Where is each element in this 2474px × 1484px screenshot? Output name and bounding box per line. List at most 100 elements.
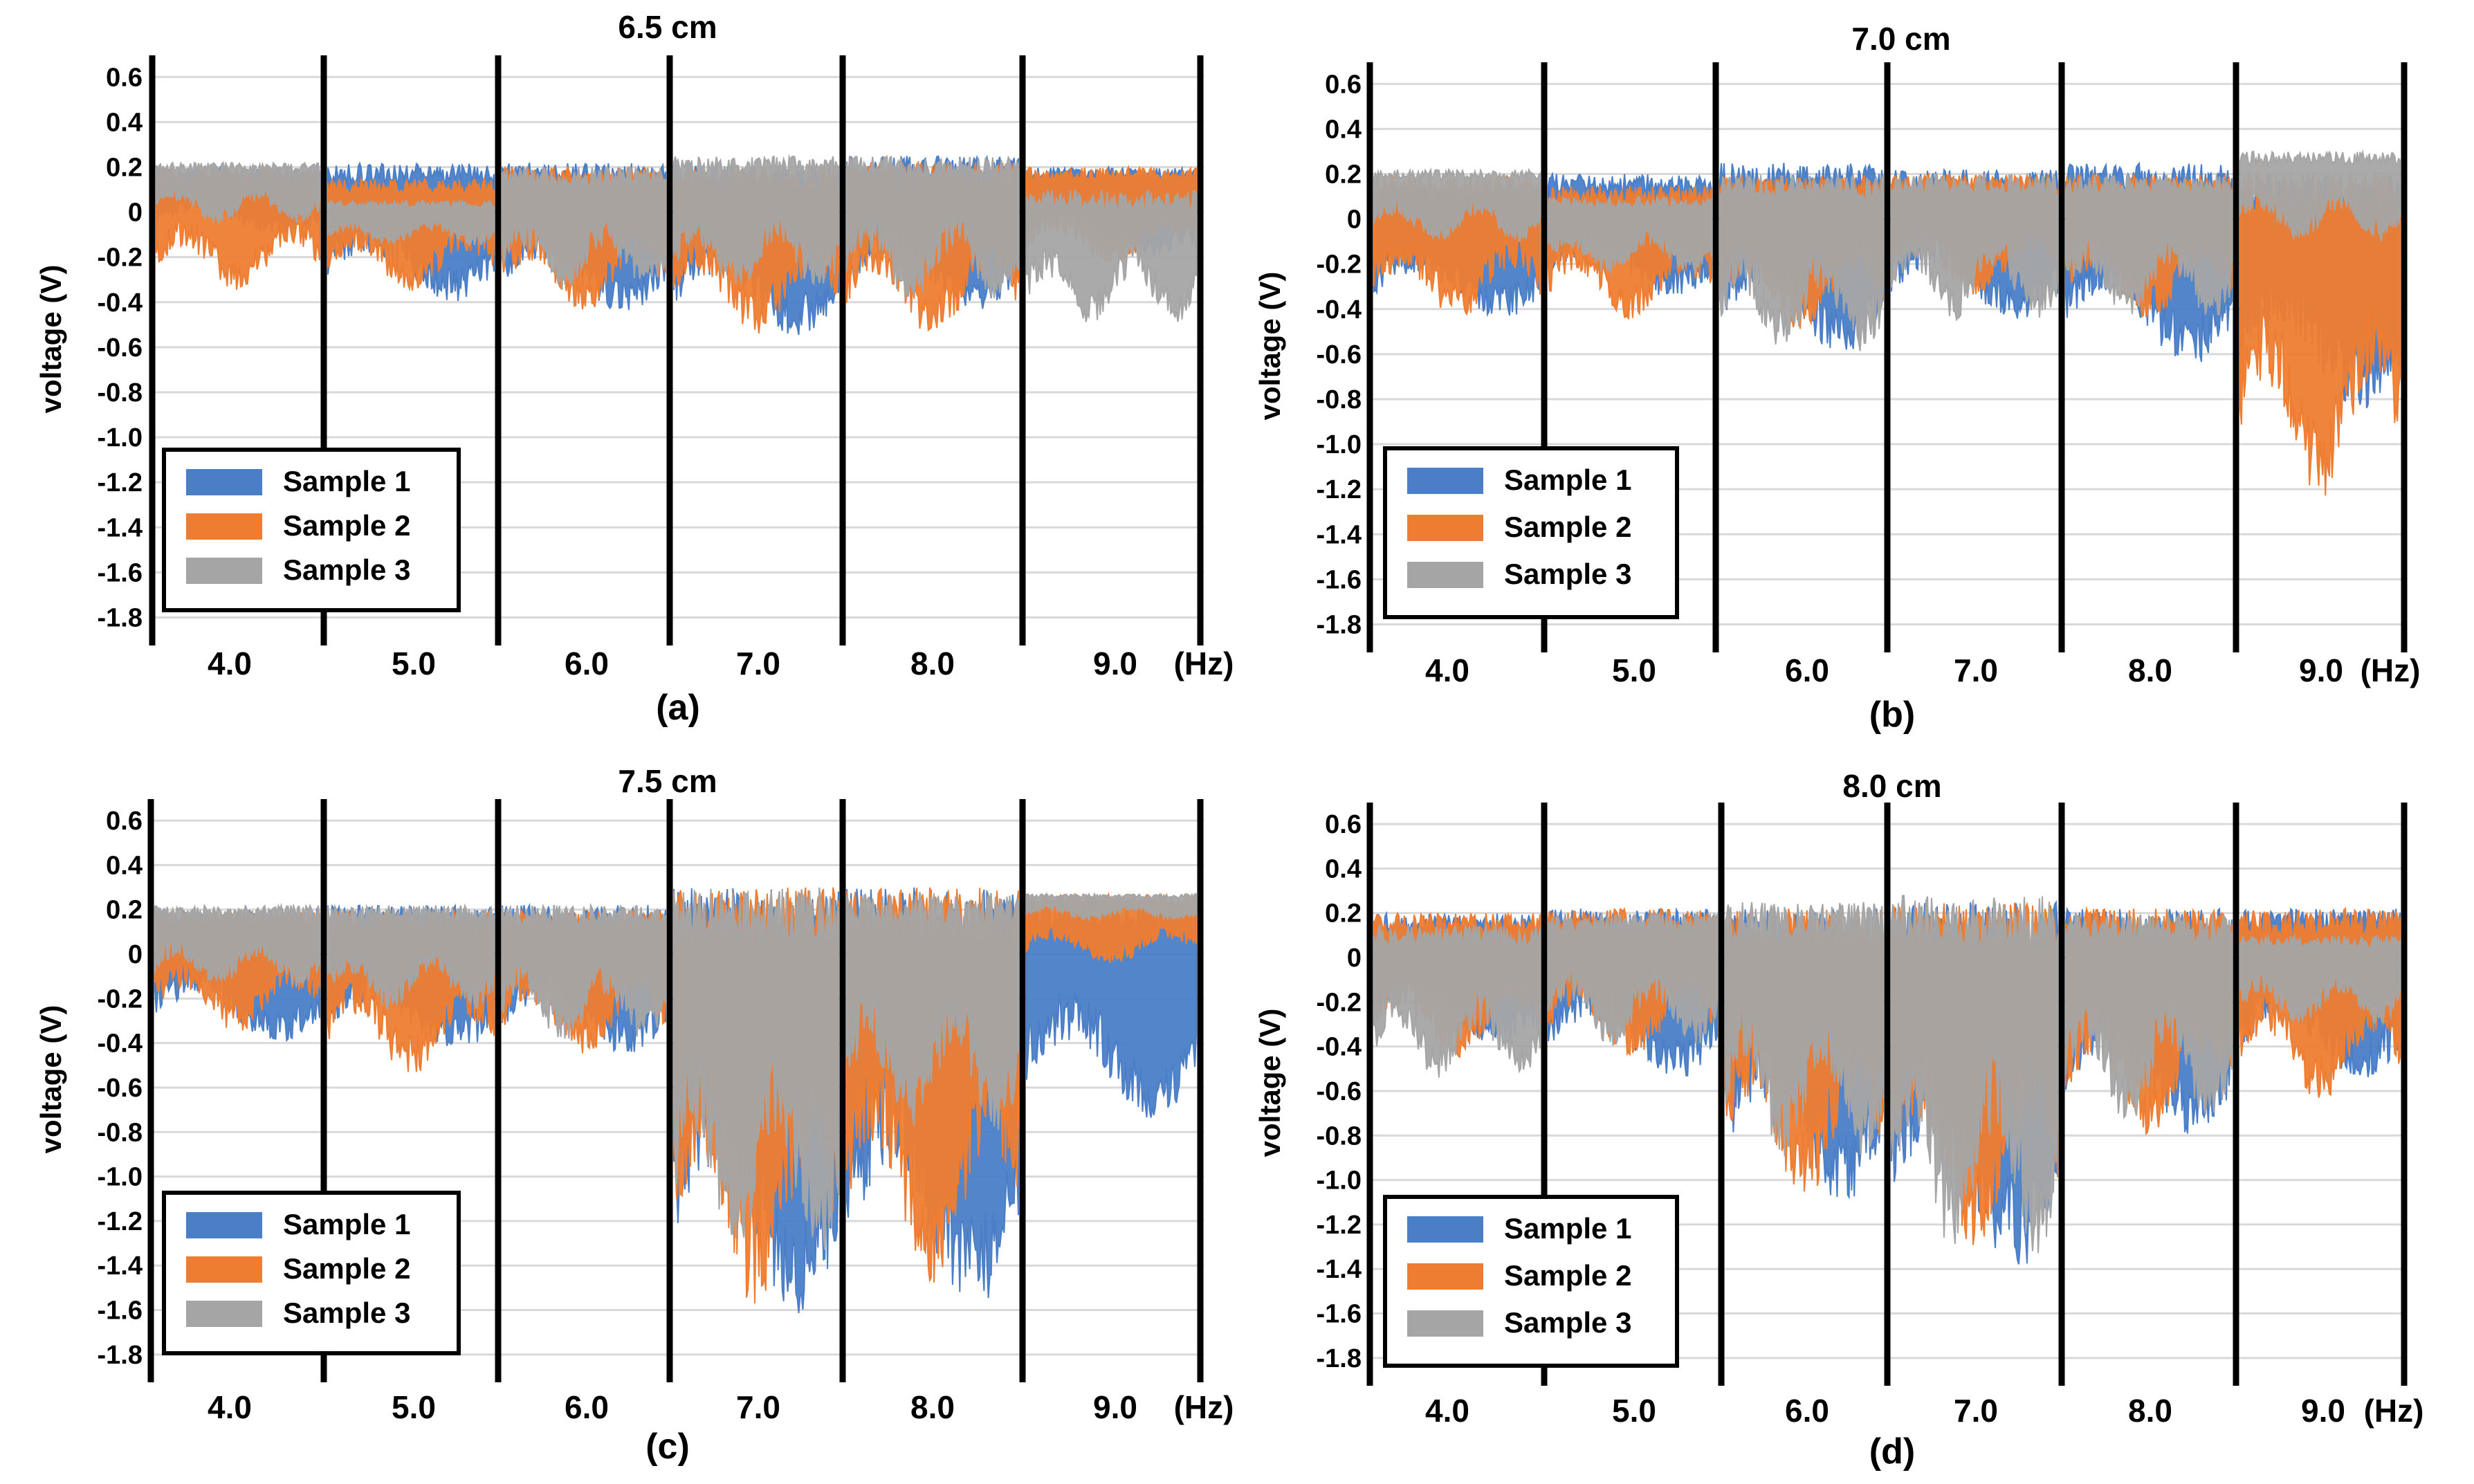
legend-swatch xyxy=(186,1212,262,1238)
panel-label: (d) xyxy=(1869,1431,1915,1472)
y-tick-label: 0 xyxy=(1347,944,1362,973)
series-3-band xyxy=(502,165,666,290)
x-tick-label: 8.0 xyxy=(2128,1393,2172,1429)
y-tick-label: 0.6 xyxy=(106,807,143,836)
legend: Sample 1 Sample 2 Sample 3 xyxy=(1383,1195,1679,1368)
panel-a: 6.5 cm 0.6 0.4 0.2 0 -0.2 -0.4 -0.6 -0.8 -1.0 -1.2… xyxy=(35,9,1234,728)
x-unit-label: (Hz) xyxy=(2364,1393,2424,1429)
legend-label: Sample 3 xyxy=(283,1297,410,1329)
series-3 xyxy=(1373,149,2401,351)
y-tick-label: -1.8 xyxy=(98,1341,143,1370)
y-tick-label: 0 xyxy=(1347,205,1362,235)
series-3-band xyxy=(2065,174,2233,315)
y-tick-label: 0 xyxy=(128,940,143,969)
legend-swatch xyxy=(1407,468,1483,494)
x-tick-label: 5.0 xyxy=(392,645,436,681)
y-tick-label: -0.6 xyxy=(98,1074,143,1103)
legend-swatch xyxy=(186,1301,262,1327)
y-tick-label: -0.6 xyxy=(1317,340,1362,369)
y-tick-label: -0.6 xyxy=(1317,1077,1362,1106)
x-tick-label: 5.0 xyxy=(1612,1393,1656,1429)
y-axis-label: voltage (V) xyxy=(35,1005,67,1154)
panel-b: 7.0 cm 0.6 0.4 0.2 0 -0.2 -0.4 -0.6 -0.8 -1.0 -1.2… xyxy=(1254,21,2420,735)
legend-label: Sample 3 xyxy=(1504,1306,1631,1339)
series-3-band xyxy=(1026,188,1197,322)
x-tick-label: 9.0 xyxy=(2299,652,2343,688)
legend-label: Sample 2 xyxy=(1504,1259,1631,1292)
x-tick-label: 6.0 xyxy=(1785,1393,1829,1429)
legend-swatch xyxy=(1407,1310,1483,1337)
y-tick-label: -0.4 xyxy=(98,1029,143,1059)
legend: Sample 1 Sample 2 Sample 3 xyxy=(1383,446,1679,619)
y-tick-label: 0.2 xyxy=(1325,899,1362,928)
legend-swatch xyxy=(186,469,262,495)
x-tick-label: 7.0 xyxy=(736,645,780,681)
series-3-band xyxy=(673,154,839,286)
panel-d: 8.0 cm 0.6 0.4 0.2 0 -0.2 -0.4 -0.6 -0.8 -1.0 -1.2… xyxy=(1254,768,2423,1472)
legend-swatch xyxy=(186,513,262,540)
y-tick-label: 0.6 xyxy=(1325,70,1362,99)
x-tick-label: 8.0 xyxy=(910,1389,955,1425)
y-tick-label: -0.4 xyxy=(1317,1033,1362,1062)
legend-swatch xyxy=(186,1256,262,1283)
y-tick-label: -1.6 xyxy=(1317,1300,1362,1329)
x-tick-label: 6.0 xyxy=(565,645,609,681)
legend-swatch xyxy=(1407,1216,1483,1243)
x-tick-label: 7.0 xyxy=(1954,652,1998,688)
x-tick-label: 4.0 xyxy=(208,1389,252,1425)
y-tick-label: -0.8 xyxy=(1317,1121,1362,1151)
y-tick-label: 0.4 xyxy=(1325,854,1362,883)
legend-label: Sample 1 xyxy=(1504,1212,1631,1245)
y-tick-label: 0.4 xyxy=(1325,115,1362,144)
series-3-band xyxy=(846,891,1019,1130)
x-tick-label: 7.0 xyxy=(736,1389,780,1425)
y-tick-label: -1.4 xyxy=(1317,520,1362,549)
panel-label: (a) xyxy=(656,688,700,728)
series-3-band xyxy=(846,154,1019,300)
x-tick-label: 4.0 xyxy=(208,645,252,681)
y-tick-label: -0.2 xyxy=(1317,250,1362,280)
y-tick-label: -0.4 xyxy=(1317,295,1362,324)
x-tick-label: 7.0 xyxy=(1954,1393,1998,1429)
series-3-band xyxy=(1373,923,1541,1078)
y-tick-label: -0.8 xyxy=(98,1118,143,1147)
series-3-band xyxy=(1373,167,1541,243)
y-tick-label: -0.6 xyxy=(98,333,143,363)
legend-swatch xyxy=(1407,562,1483,588)
y-axis-label: voltage (V) xyxy=(1254,272,1286,421)
legend-swatch xyxy=(1407,515,1483,541)
series-3-band xyxy=(502,902,666,1039)
panel-c: 7.5 cm 0.6 0.4 0.2 0 -0.2 -0.4 -0.6 -0.8 -1.0 -1.2… xyxy=(35,763,1234,1467)
x-tick-label: 8.0 xyxy=(2128,652,2172,688)
x-tick-label: 5.0 xyxy=(1612,652,1656,688)
series-3-band xyxy=(2239,149,2401,241)
legend-label: Sample 3 xyxy=(1504,558,1631,590)
legend-label: Sample 1 xyxy=(283,1208,410,1240)
series-3-band xyxy=(1548,194,1712,275)
legend-swatch xyxy=(1407,1263,1483,1290)
x-unit-label: (Hz) xyxy=(2361,652,2421,688)
y-tick-label: -1.2 xyxy=(98,468,143,497)
x-tick-label: 6.0 xyxy=(565,1389,609,1425)
x-tick-label: 9.0 xyxy=(2301,1393,2345,1429)
y-tick-label: -1.0 xyxy=(98,1163,143,1192)
y-axis-label: voltage (V) xyxy=(35,265,67,414)
y-tick-label: -1.0 xyxy=(98,423,143,452)
y-tick-label: -1.2 xyxy=(1317,475,1362,504)
x-tick-label: 4.0 xyxy=(1425,1393,1469,1429)
series-3-band xyxy=(2239,934,2401,1026)
x-tick-label: 4.0 xyxy=(1425,652,1469,688)
legend: Sample 1 Sample 2 Sample 3 xyxy=(162,448,461,612)
y-tick-label: -0.8 xyxy=(1317,385,1362,414)
y-tick-label: 0.4 xyxy=(106,851,143,880)
legend-label: Sample 2 xyxy=(283,1252,410,1285)
y-tick-label: -1.0 xyxy=(1317,430,1362,459)
legend-swatch xyxy=(186,558,262,584)
y-tick-label: -1.2 xyxy=(98,1207,143,1236)
legend-label: Sample 3 xyxy=(283,553,410,586)
series-3-band xyxy=(2065,911,2233,1119)
y-tick-label: -1.0 xyxy=(1317,1166,1362,1196)
y-axis-label: voltage (V) xyxy=(1254,1009,1286,1157)
legend-label: Sample 2 xyxy=(283,509,410,542)
